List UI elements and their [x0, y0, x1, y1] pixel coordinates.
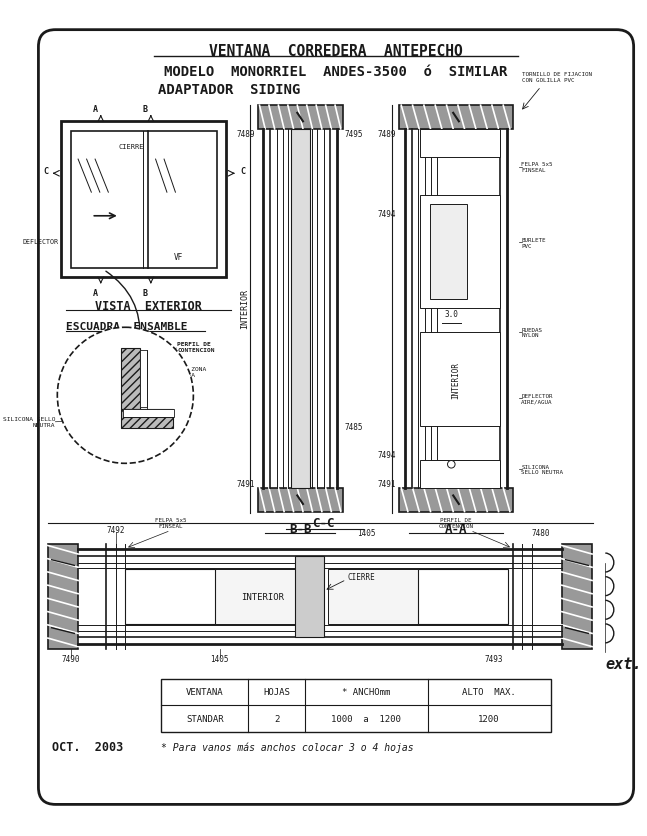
Text: SILICONA
SELLO NEUTRA: SILICONA SELLO NEUTRA: [521, 464, 563, 475]
Text: 7494: 7494: [378, 451, 397, 460]
Text: 1200: 1200: [478, 714, 500, 723]
Bar: [399, 106, 512, 130]
Text: 3.0: 3.0: [444, 309, 458, 319]
Text: PERFIL DE
CONTENCION: PERFIL DE CONTENCION: [439, 517, 474, 528]
Text: 7495: 7495: [345, 130, 363, 139]
Bar: [258, 488, 343, 512]
Text: C: C: [43, 166, 49, 176]
Text: HOJAS: HOJAS: [263, 688, 290, 696]
Bar: [71, 131, 217, 268]
Bar: [140, 350, 147, 407]
Polygon shape: [120, 349, 140, 410]
Text: INTERIOR: INTERIOR: [240, 289, 249, 329]
Text: C: C: [240, 166, 245, 176]
Bar: [562, 544, 592, 650]
Bar: [61, 122, 226, 278]
Text: DEFLECTOR
AIRE/AGUA: DEFLECTOR AIRE/AGUA: [521, 393, 553, 404]
Text: A: A: [93, 104, 98, 114]
Text: 7489: 7489: [236, 130, 255, 139]
Text: FELPA 5x5
FINSEAL: FELPA 5x5 FINSEAL: [521, 162, 553, 173]
Bar: [418, 569, 508, 624]
Text: 7480: 7480: [532, 528, 551, 538]
Text: ESCUADRA  ENSAMBLE: ESCUADRA ENSAMBLE: [66, 322, 188, 332]
Text: 1405: 1405: [357, 528, 375, 538]
Text: PERFIL DE
CONTENCION: PERFIL DE CONTENCION: [177, 341, 215, 352]
Text: VF: VF: [173, 252, 183, 262]
Text: STANDAR: STANDAR: [186, 714, 223, 723]
Text: 7492: 7492: [107, 525, 125, 534]
Text: INTERIOR: INTERIOR: [452, 361, 461, 398]
Polygon shape: [120, 410, 173, 429]
Bar: [126, 569, 215, 624]
Bar: [399, 488, 512, 512]
Text: * ANCHOmm: * ANCHOmm: [342, 688, 390, 696]
Text: 1000  a  1200: 1000 a 1200: [331, 714, 401, 723]
FancyBboxPatch shape: [38, 31, 633, 804]
Text: VENTANA: VENTANA: [186, 688, 223, 696]
Text: 7491: 7491: [378, 479, 397, 488]
Text: A-A: A-A: [444, 522, 467, 535]
Text: B-B: B-B: [289, 522, 311, 535]
Text: TORNILLO DE FIJACION
CON GOLILLA PVC: TORNILLO DE FIJACION CON GOLILLA PVC: [522, 73, 592, 84]
Bar: [122, 410, 175, 417]
Text: MODELO  MONORRIEL  ANDES-3500  ó  SIMILAR: MODELO MONORRIEL ANDES-3500 ó SIMILAR: [164, 65, 508, 79]
Text: MARCO  45°: MARCO 45°: [87, 339, 155, 349]
Circle shape: [58, 328, 193, 464]
Bar: [161, 679, 551, 732]
Text: CIERRE: CIERRE: [347, 573, 375, 582]
Text: OCT.  2003: OCT. 2003: [52, 741, 123, 753]
Text: ext.: ext.: [606, 656, 642, 671]
Text: SILICONA SELLO
NEUTRA: SILICONA SELLO NEUTRA: [3, 417, 56, 428]
Text: ANGULO ZONA
LLUMIOSA: ANGULO ZONA LLUMIOSA: [165, 367, 206, 378]
Bar: [296, 556, 324, 637]
Text: 1405: 1405: [210, 655, 229, 664]
Text: A: A: [93, 288, 98, 298]
Bar: [48, 544, 78, 650]
Text: 7491: 7491: [236, 479, 255, 488]
Text: INTERIOR: INTERIOR: [241, 593, 284, 601]
Text: BURLETE
PVC: BURLETE PVC: [521, 237, 545, 248]
Text: B: B: [143, 288, 148, 298]
Text: CIERRE: CIERRE: [118, 144, 144, 150]
Bar: [420, 196, 500, 309]
Text: VISTA  EXTERIOR: VISTA EXTERIOR: [94, 299, 201, 313]
Bar: [329, 569, 418, 624]
Bar: [420, 333, 500, 427]
Bar: [258, 106, 343, 130]
Bar: [420, 130, 500, 158]
Text: DEFLECTOR: DEFLECTOR: [22, 239, 58, 245]
Text: FELPA 5x5
FINSEAL: FELPA 5x5 FINSEAL: [155, 517, 186, 528]
Text: * Para vanos más anchos colocar 3 o 4 hojas: * Para vanos más anchos colocar 3 o 4 ho…: [161, 742, 414, 752]
Text: 7490: 7490: [61, 655, 80, 664]
Text: ADAPTADOR  SIDING: ADAPTADOR SIDING: [158, 83, 300, 97]
Text: 7493: 7493: [485, 655, 503, 664]
Bar: [215, 569, 305, 624]
Text: 7489: 7489: [378, 130, 397, 139]
Bar: [420, 460, 500, 488]
Text: C-C: C-C: [313, 517, 335, 530]
Text: 7494: 7494: [378, 210, 397, 219]
Bar: [291, 130, 309, 488]
Text: 7485: 7485: [345, 422, 363, 431]
Text: B: B: [143, 104, 148, 114]
Text: VENTANA  CORREDERA  ANTEPECHO: VENTANA CORREDERA ANTEPECHO: [209, 44, 463, 59]
Bar: [430, 205, 467, 299]
Text: 2: 2: [274, 714, 280, 723]
Text: RUEDAS
NYLON: RUEDAS NYLON: [521, 327, 542, 338]
Text: ALTO  MAX.: ALTO MAX.: [462, 688, 516, 696]
Circle shape: [448, 461, 455, 468]
